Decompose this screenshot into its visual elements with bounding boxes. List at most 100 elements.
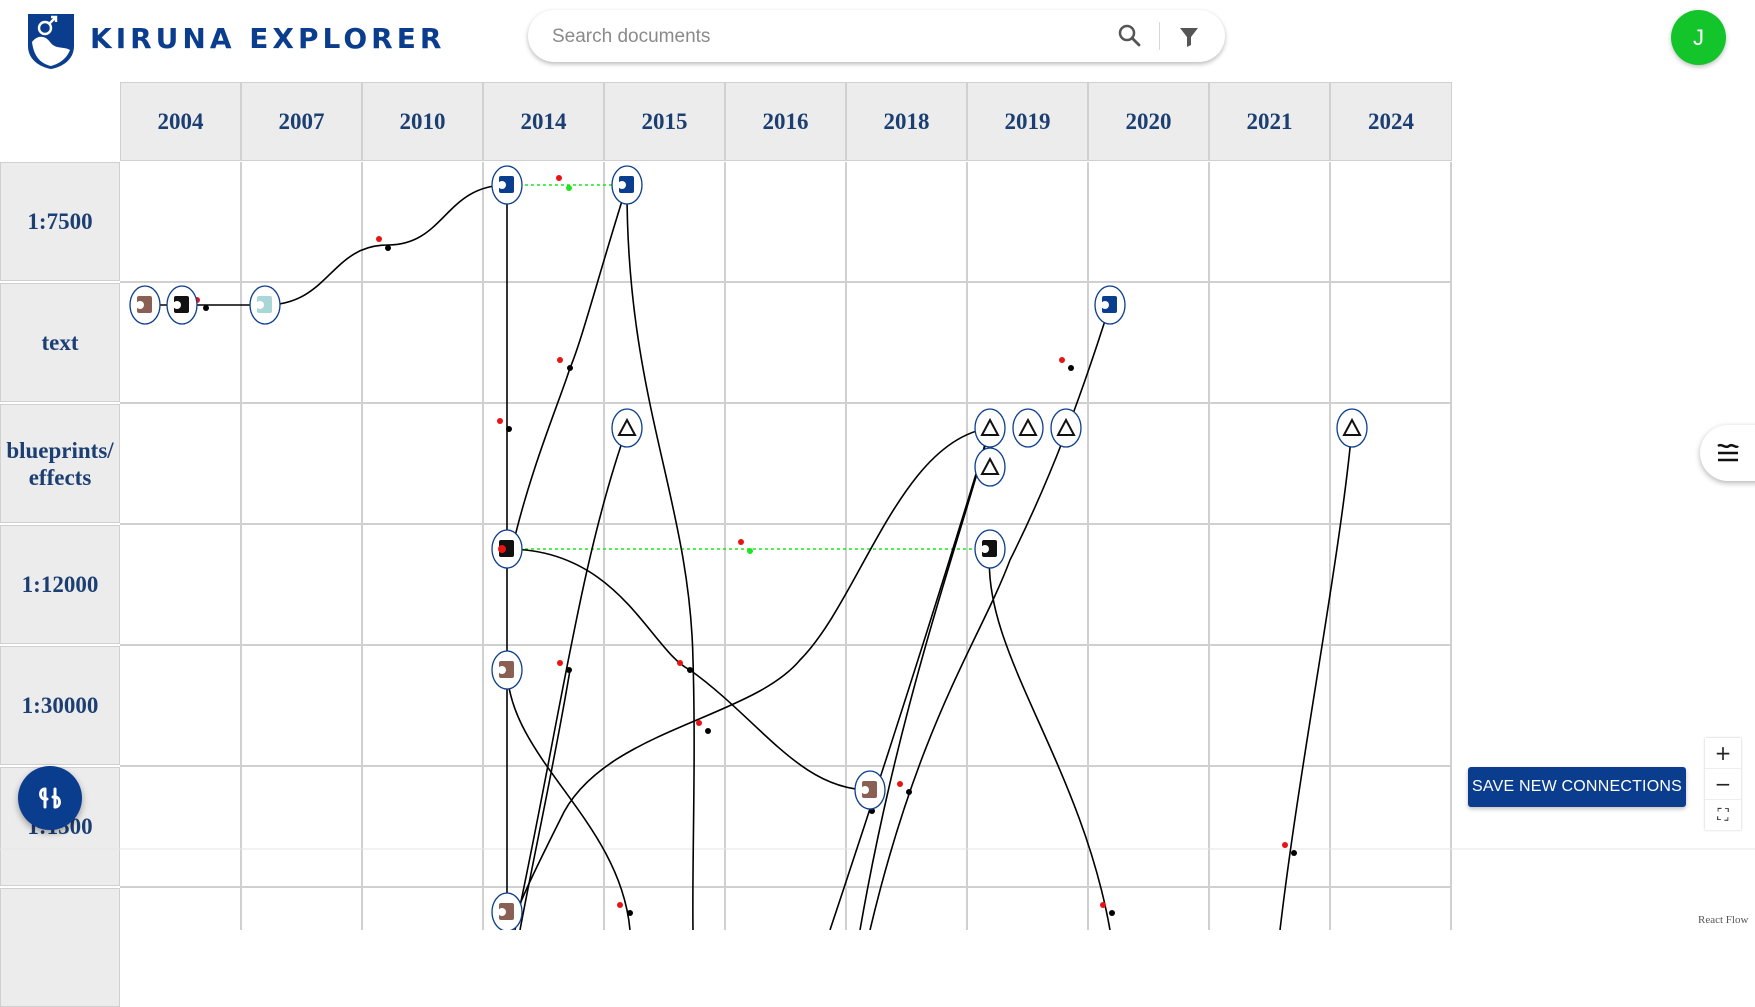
document-node — [491, 165, 523, 205]
edge-handle-red — [1100, 902, 1106, 908]
connection-edge — [514, 427, 628, 930]
edge-handle-red — [376, 236, 382, 242]
legend-icon — [1717, 443, 1739, 462]
document-node — [249, 285, 281, 325]
document-node — [129, 285, 161, 325]
edge-handle-black — [203, 305, 209, 311]
app-title: KIRUNA EXPLORER — [90, 22, 446, 55]
edge-handle-black — [687, 667, 693, 673]
user-avatar[interactable]: J — [1671, 10, 1726, 65]
kiruna-logo — [26, 12, 76, 70]
link-icon — [39, 787, 61, 809]
document-node — [974, 529, 1006, 569]
connection-edge — [519, 669, 571, 930]
connection-edge — [1279, 427, 1353, 930]
year-header: 2007 — [241, 82, 362, 161]
edge-handle-red — [677, 660, 683, 666]
edge-handle-black — [1291, 850, 1297, 856]
edge-handle-red — [556, 175, 562, 181]
edge-handle-red — [738, 539, 744, 545]
legend-toggle-button[interactable] — [1700, 425, 1755, 481]
zoom-controls: + − ⛶ — [1705, 738, 1741, 831]
year-header: 2018 — [846, 82, 967, 161]
scale-header: 1:30000 — [0, 646, 120, 765]
document-node — [974, 447, 1006, 487]
fit-view-icon: ⛶ — [1717, 805, 1729, 824]
save-connections-button[interactable]: SAVE NEW CONNECTIONS — [1468, 767, 1686, 807]
zoom-in-button[interactable]: + — [1705, 738, 1741, 769]
edge-handle-black — [1109, 910, 1115, 916]
edge-handle-red — [696, 720, 702, 726]
edge-handle-red — [1282, 842, 1288, 848]
connection-mode-button[interactable] — [18, 766, 82, 830]
document-edges[interactable] — [142, 184, 1353, 930]
edge-handle-green — [747, 548, 753, 554]
filter-icon[interactable] — [1175, 23, 1203, 51]
connection-edge — [509, 427, 991, 930]
document-node — [611, 165, 643, 205]
search-bar — [528, 10, 1225, 62]
edge-handle-red — [557, 357, 563, 363]
connection-edge — [626, 184, 695, 930]
edge-handles — [194, 175, 1297, 916]
connection-edge — [869, 304, 1111, 930]
react-flow-attribution[interactable]: React Flow — [1698, 914, 1749, 926]
document-node — [974, 408, 1006, 448]
minus-icon: − — [1714, 772, 1732, 796]
connection-edge — [829, 427, 991, 930]
document-node — [1336, 408, 1368, 448]
search-icon[interactable] — [1116, 22, 1144, 50]
diagram-canvas[interactable] — [0, 0, 1755, 930]
grid-lines — [0, 162, 1755, 930]
year-header: 2024 — [1330, 82, 1452, 161]
search-input[interactable] — [550, 24, 1094, 50]
year-header: 2015 — [604, 82, 725, 161]
connection-edge — [988, 548, 1111, 930]
year-header: 2004 — [120, 82, 241, 161]
document-node — [1012, 408, 1044, 448]
document-node — [611, 408, 643, 448]
scale-header: 1:7500 — [0, 162, 120, 281]
year-header: 2010 — [362, 82, 483, 161]
edge-handle-red — [497, 418, 503, 424]
scale-header: blueprints/ effects — [0, 404, 120, 523]
document-node — [491, 650, 523, 690]
connection-edge — [859, 427, 991, 930]
search-divider — [1159, 22, 1160, 50]
plus-icon: + — [1714, 741, 1732, 765]
year-header: 2016 — [725, 82, 846, 161]
year-header: 2020 — [1088, 82, 1209, 161]
edge-handle-black — [1068, 365, 1074, 371]
edge-handle-red — [557, 660, 563, 666]
edge-handle-red — [1059, 357, 1065, 363]
edge-handle-black — [906, 789, 912, 795]
app-header: KIRUNA EXPLORER J — [0, 0, 1755, 80]
connection-edge — [506, 669, 631, 930]
year-header: 2014 — [483, 82, 604, 161]
year-header: 2019 — [967, 82, 1088, 161]
pending-connections — [507, 184, 990, 550]
scale-header: text — [0, 283, 120, 402]
document-nodes[interactable] — [129, 165, 1368, 930]
edge-handle-red — [897, 781, 903, 787]
document-node — [854, 770, 886, 810]
fit-view-button[interactable]: ⛶ — [1705, 800, 1741, 831]
year-header: 2021 — [1209, 82, 1330, 161]
document-node — [166, 285, 198, 325]
edge-handle-black — [627, 910, 633, 916]
edge-handle-black — [567, 365, 573, 371]
edge-handle-black — [705, 728, 711, 734]
edge-handle-black — [506, 426, 512, 432]
edge-handle-red — [617, 902, 623, 908]
document-node — [1094, 285, 1126, 325]
year-header-row: 2004 2007 2010 2014 2015 2016 2018 2019 … — [120, 82, 1452, 163]
document-node — [491, 892, 523, 930]
edge-handle-black — [566, 667, 572, 673]
scale-header: 1:12000 — [0, 525, 120, 644]
document-node — [491, 529, 523, 569]
edge-handle-black — [385, 245, 391, 251]
edge-handle-green — [566, 185, 572, 191]
connection-edge — [264, 184, 508, 306]
zoom-out-button[interactable]: − — [1705, 769, 1741, 800]
document-node — [1050, 408, 1082, 448]
